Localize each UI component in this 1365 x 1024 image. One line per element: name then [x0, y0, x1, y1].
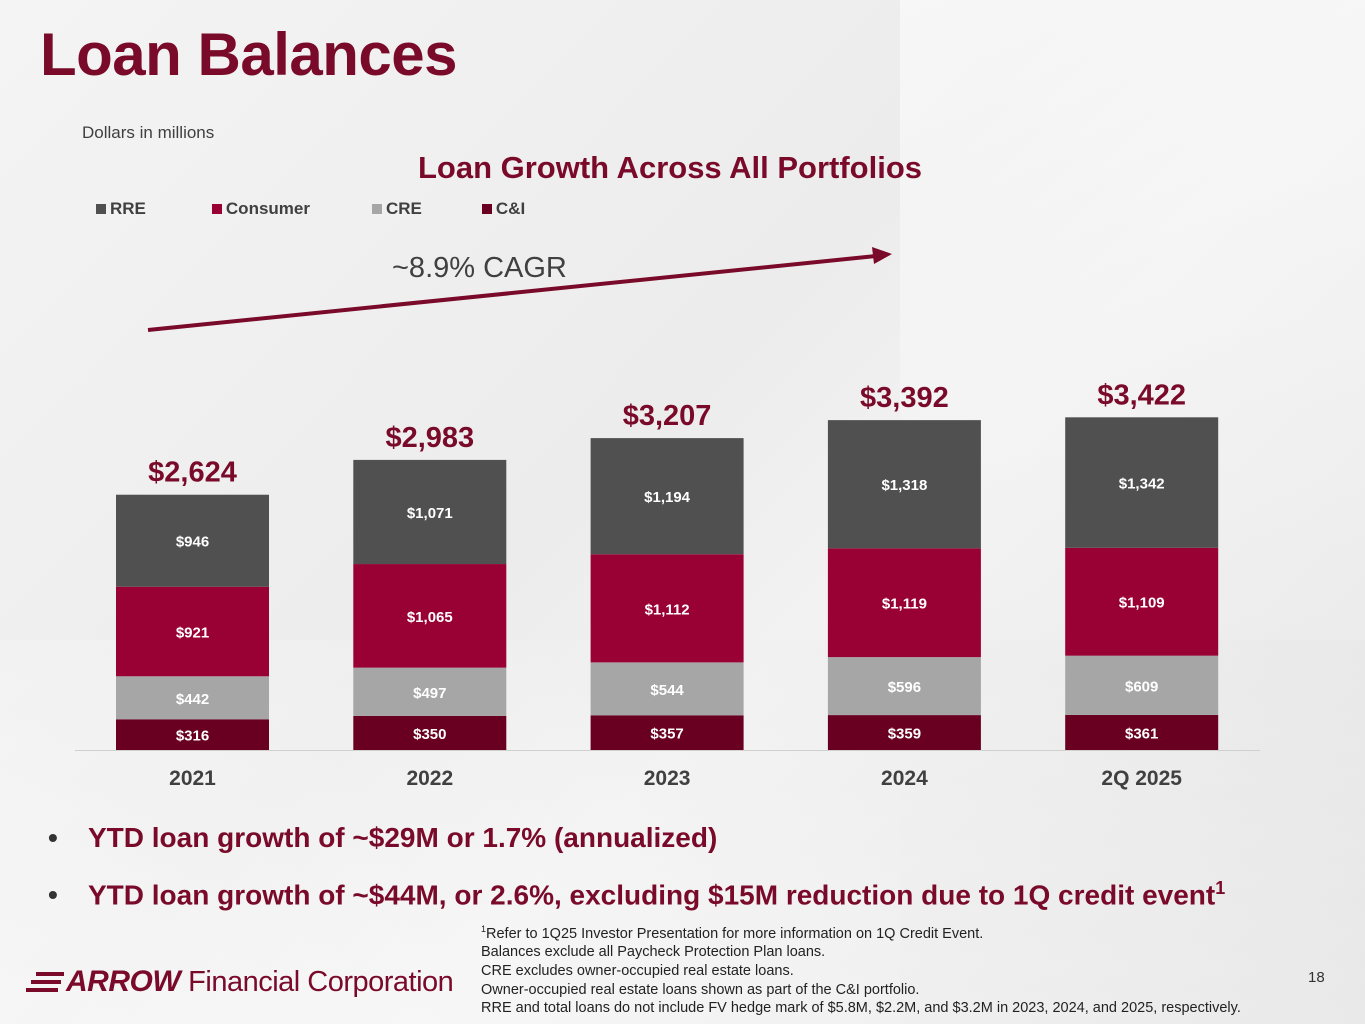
data-label: $442 [176, 691, 209, 708]
data-label: $596 [888, 679, 921, 696]
total-label: $3,422 [1097, 379, 1186, 411]
bar-segment-rre [590, 438, 744, 555]
legend-label: RRE [110, 199, 146, 218]
company-logo: ARROW Financial Corporation [26, 965, 454, 999]
data-label: $609 [1125, 678, 1158, 695]
bar-segment-consumer [827, 548, 981, 658]
bar-segment-ci [116, 719, 269, 750]
cagr-arrow-line [147, 254, 877, 332]
bar-segment-consumer [116, 586, 269, 677]
footnote-ref: 1 [1215, 878, 1226, 898]
data-label: $316 [176, 728, 209, 745]
logo-brand: ARROW [66, 965, 181, 998]
bar-segment-ci [353, 715, 507, 750]
data-label: $361 [1125, 725, 1158, 742]
data-label: $544 [650, 682, 684, 699]
x-tick-label: 2023 [644, 767, 691, 790]
bar-segment-cre [353, 667, 507, 716]
chart-title: Loan Growth Across All Portfolios [417, 150, 923, 185]
legend-item-cre: CRE [371, 199, 422, 219]
data-label: $921 [176, 625, 209, 642]
bullet-dot: • [48, 822, 58, 853]
bullet-item: • YTD loan growth of ~$29M or 1.7% (annua… [48, 820, 1225, 870]
data-label: $350 [413, 726, 446, 743]
units-subtitle: Dollars in millions [82, 123, 215, 142]
stacked-bar-chart: $316 $442 $921 $946 $2,624 2021 $350 $497 $1,065… [75, 247, 1260, 790]
bar-segment-consumer [1065, 547, 1219, 656]
legend-swatch [371, 204, 382, 214]
data-label: $1,109 [1119, 595, 1165, 612]
data-label: $357 [650, 726, 683, 743]
bar-segment-cre [116, 676, 269, 720]
x-tick-label: 2024 [881, 767, 928, 790]
legend-label: Consumer [225, 199, 310, 218]
bar-segment-ci [1065, 714, 1219, 750]
x-tick-label: 2Q 2025 [1101, 767, 1182, 790]
page-title: Loan Balances [40, 21, 458, 88]
data-label: $1,119 [882, 596, 927, 613]
bar-segment-cre [827, 657, 981, 716]
total-label: $3,207 [623, 400, 712, 432]
legend-swatch [96, 204, 106, 214]
bar-segment-cre [590, 662, 744, 716]
legend-item-ci: C&I [481, 199, 526, 219]
total-label: $3,392 [860, 382, 949, 414]
footnote-line: RRE and total loans do not include FV he… [481, 1000, 1241, 1017]
bullet-item: • YTD loan growth of ~$44M, or 2.6%, excl… [48, 870, 1225, 920]
logo-text: Financial Corporation [188, 965, 454, 998]
legend-label: C&I [495, 199, 526, 218]
bar-segment-rre [1065, 417, 1219, 548]
data-label: $1,065 [407, 609, 453, 626]
page-number: 18 [1308, 969, 1325, 986]
legend-item-consumer: Consumer [211, 199, 310, 219]
key-points: • YTD loan growth of ~$29M or 1.7% (annua… [48, 820, 1225, 920]
chart-legend: RRE Consumer CRE C&I [96, 199, 525, 219]
footnote-line: CRE excludes owner-occupied real estate … [481, 963, 794, 980]
bar-segment-rre [116, 494, 269, 587]
legend-label: CRE [385, 199, 422, 218]
bar-segment-cre [1065, 655, 1219, 715]
data-label: $497 [413, 685, 446, 702]
footnote-line: Owner-occupied real estate loans shown a… [481, 981, 920, 998]
bar-segment-consumer [353, 564, 507, 668]
data-label: $946 [176, 534, 209, 551]
logo-speed-lines-icon [26, 972, 64, 992]
x-tick-label: 2022 [406, 767, 453, 790]
total-label: $2,624 [148, 457, 237, 489]
x-tick-label: 2021 [169, 767, 216, 790]
data-label: $1,112 [645, 601, 690, 618]
legend-swatch [211, 204, 222, 214]
footnote-marker: 1 [481, 924, 487, 934]
data-label: $1,342 [1119, 476, 1165, 493]
data-label: $1,194 [644, 489, 691, 506]
data-label: $1,318 [881, 477, 927, 494]
cagr-arrow-head-icon [872, 247, 892, 264]
footnote-line: Balances exclude all Paycheck Protection… [481, 944, 826, 961]
legend-item-rre: RRE [96, 199, 146, 219]
bar-segment-rre [827, 420, 981, 549]
footnotes: 1Refer to 1Q25 Investor Presentation for… [481, 920, 1241, 1018]
bullet-text: YTD loan growth of ~$29M or 1.7% (annual… [88, 822, 718, 853]
bullet-dot: • [48, 879, 58, 911]
bar-segment-rre [353, 459, 507, 565]
total-label: $2,983 [385, 422, 474, 454]
footnote-line: 1Refer to 1Q25 Investor Presentation for… [481, 924, 984, 942]
cagr-annotation: ~8.9% CAGR [392, 252, 567, 284]
bar-segment-ci [590, 715, 744, 750]
legend-swatch [481, 204, 492, 214]
data-label: $359 [888, 726, 921, 743]
bar-segment-ci [827, 715, 981, 750]
bullet-text: YTD loan growth of ~$44M, or 2.6%, exclu… [88, 879, 1216, 911]
data-label: $1,071 [407, 505, 453, 522]
bar-segment-consumer [590, 554, 744, 663]
